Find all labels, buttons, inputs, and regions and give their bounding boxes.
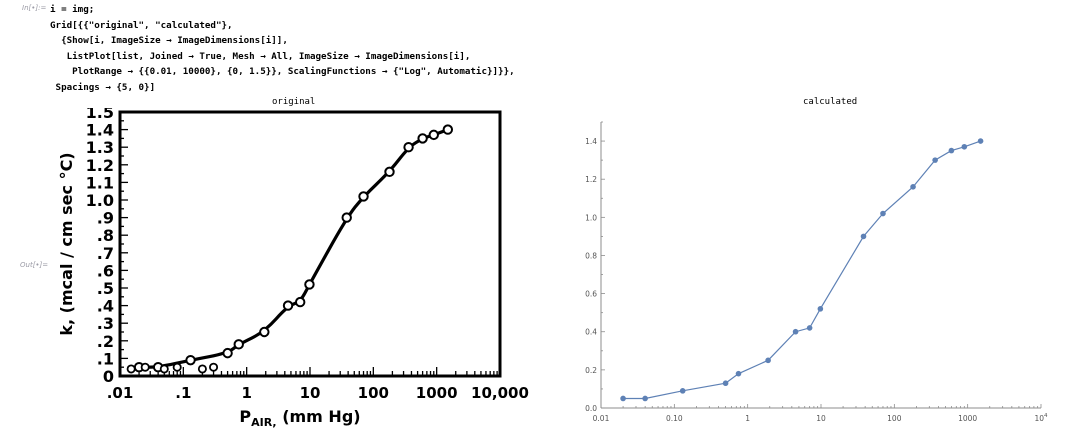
y-tick-label: 1.3	[86, 138, 114, 157]
y-tick-label: .9	[97, 209, 114, 228]
data-point	[140, 362, 150, 372]
code-line: PlotRange → {{0.01, 10000}, {0, 1.5}}, S…	[50, 66, 515, 78]
y-tick-label: 0.6	[585, 290, 597, 299]
data-point	[384, 166, 395, 178]
original-title: original	[272, 97, 316, 107]
y-tick-label: .8	[97, 226, 114, 245]
y-axis-label: k, (mcal / cm sec °C)	[57, 152, 76, 335]
data-point	[442, 124, 454, 135]
data-point	[222, 347, 233, 359]
y-tick-label: .6	[97, 261, 114, 280]
y-tick-label: 0.0	[585, 404, 597, 413]
x-tick-label: 10	[816, 414, 826, 423]
data-point	[428, 129, 439, 141]
x-tick-label: 0.01	[593, 414, 610, 423]
data-point	[642, 395, 648, 402]
data-point	[403, 142, 414, 153]
x-tick-label: .1	[175, 384, 191, 402]
data-point	[977, 138, 984, 144]
calculated-title: calculated	[803, 97, 858, 107]
y-tick-label: 0	[103, 367, 114, 386]
y-tick-label: .3	[97, 314, 114, 333]
y-tick-label: 1.2	[585, 175, 597, 184]
plot-frame	[118, 110, 502, 378]
x-tick-label: 1	[241, 384, 251, 402]
x-tick-label: 100	[887, 414, 902, 423]
y-tick-label: .7	[97, 244, 114, 263]
y-tick-label: 1.2	[86, 156, 114, 175]
data-point	[358, 191, 369, 202]
input-code[interactable]: i = img; Grid[{{"original", "calculated"}…	[50, 2, 515, 96]
data-point	[259, 326, 270, 338]
data-point	[679, 388, 686, 394]
data-point	[197, 364, 207, 374]
data-point	[417, 133, 428, 144]
data-point	[722, 380, 729, 387]
code-line: {Show[i, ImageSize → ImageDimensions[i]]…	[50, 35, 288, 47]
data-point	[172, 362, 182, 372]
y-tick-label: 0.2	[585, 366, 597, 375]
x-tick-label: 10,000	[471, 384, 529, 402]
y-tick-label: 1.4	[86, 121, 114, 140]
output-cell-label: Out[•]=	[20, 261, 49, 269]
series-line	[623, 140, 981, 400]
x-tick-label: 1000	[958, 414, 977, 423]
x-tick-label: 100	[358, 384, 389, 402]
fit-curve	[137, 128, 450, 369]
y-tick-label: .5	[97, 279, 114, 298]
x-tick-label: 104	[1034, 413, 1048, 423]
data-point	[233, 339, 244, 350]
x-tick-label: 0.10	[666, 414, 683, 423]
data-point	[209, 362, 219, 372]
code-line: Spacings → {5, 0}]	[50, 81, 156, 93]
data-point	[961, 143, 968, 150]
data-point	[159, 364, 169, 374]
data-point	[735, 370, 742, 377]
x-tick-label: .01	[107, 384, 134, 402]
y-tick-label: 1.1	[86, 173, 114, 192]
data-point	[765, 357, 771, 364]
original-plot: 0.1.2.3.4.5.6.7.8.91.01.11.21.31.41.5.01…	[57, 108, 529, 428]
y-tick-label: 0.8	[585, 251, 597, 260]
data-point	[880, 210, 886, 217]
x-tick-label: 1000	[416, 384, 458, 402]
data-point	[294, 296, 306, 308]
data-point	[185, 354, 196, 366]
y-tick-label: 1.0	[585, 213, 597, 222]
y-tick-label: .1	[97, 349, 114, 368]
code-line: ListPlot[list, Joined → True, Mesh → All…	[50, 50, 471, 62]
data-point	[341, 212, 352, 223]
data-point	[932, 157, 938, 163]
data-point	[817, 306, 824, 312]
code-line: i = img;	[50, 4, 95, 15]
y-tick-label: .4	[97, 297, 114, 316]
x-axis-label: PAIR, (mm Hg)	[239, 407, 360, 428]
code-line: Grid[{{"original", "calculated"},	[50, 19, 233, 31]
y-tick-label: 1.4	[585, 137, 597, 146]
data-point	[620, 395, 626, 402]
calculated-plot: 0.01 0.10 1 10 100 1000 104 0.0 0.2 0.4 0.6 0.8 1.0 1…	[585, 121, 1048, 423]
data-point	[126, 364, 136, 374]
data-point	[282, 300, 294, 311]
data-point	[806, 325, 813, 331]
y-tick-label: 1.0	[86, 191, 114, 210]
y-tick-label: 1.5	[86, 108, 114, 122]
x-tick-label: 1	[745, 414, 750, 423]
x-tick-label: 10	[300, 384, 321, 402]
data-point	[860, 233, 867, 240]
data-point	[948, 147, 955, 154]
data-point	[910, 184, 916, 190]
data-point	[792, 328, 799, 335]
data-point	[304, 279, 315, 290]
input-cell-label: In[•]:=	[22, 4, 47, 12]
y-tick-label: .2	[97, 332, 114, 351]
y-tick-label: 0.4	[585, 328, 597, 337]
